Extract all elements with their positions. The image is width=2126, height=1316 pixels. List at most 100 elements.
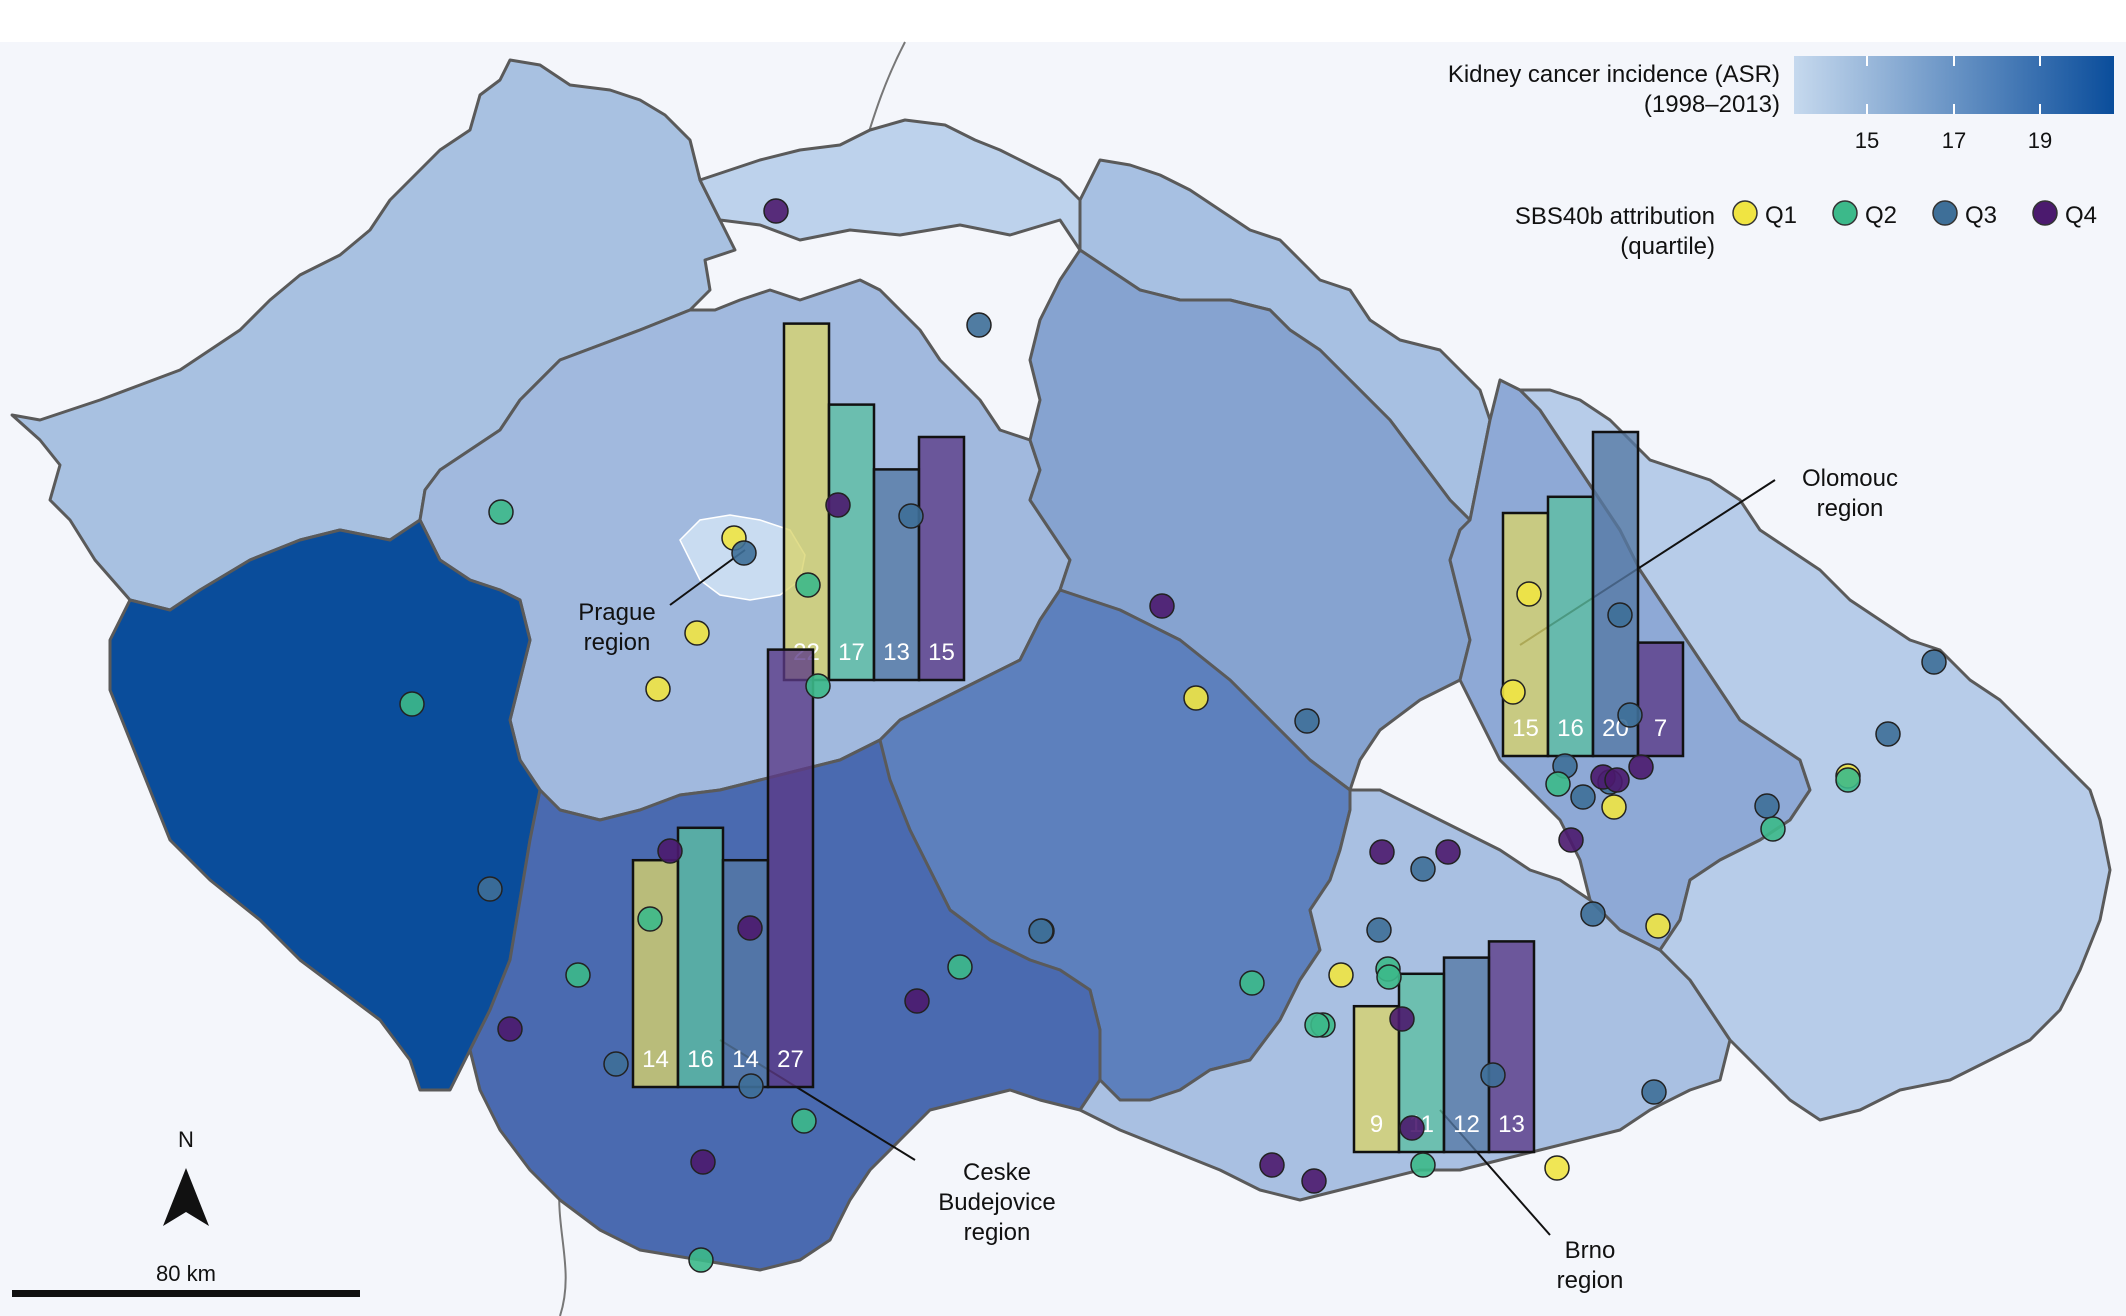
sample-dot-q3 [898, 503, 924, 529]
ceske-bar-value-q3: 14 [732, 1046, 759, 1073]
sample-dot-q4 [825, 492, 851, 518]
sample-dot-q4 [904, 988, 930, 1014]
incidence-legend-title-line2: (1998–2013) [1644, 91, 1780, 118]
sample-dot-q4 [1389, 1006, 1415, 1032]
brno-bar-q3 [1442, 956, 1491, 1154]
ceske-bar-q2 [676, 826, 725, 1089]
olomouc-bar-value-q4: 7 [1654, 715, 1667, 742]
sample-dot-q4 [1369, 839, 1395, 865]
bar-groups-layer: 221713151516207141614279111213 [631, 322, 1685, 1154]
sample-dot-q2 [1376, 964, 1402, 990]
legend-q4-swatch [2032, 200, 2058, 226]
olomouc-bar-q3 [1591, 430, 1640, 758]
legend-q2: Q2 [1832, 200, 1897, 229]
sample-dot-q1 [1516, 581, 1542, 607]
colorbar-tick-label: 19 [2028, 128, 2052, 153]
sample-dot-q3 [1366, 917, 1392, 943]
legend-q1-swatch [1732, 200, 1758, 226]
colorbar-tick-label: 15 [1855, 128, 1879, 153]
sample-dot-q2 [947, 954, 973, 980]
ceske-bar-value-q2: 16 [687, 1046, 714, 1073]
sample-dot-q3 [1570, 784, 1596, 810]
sample-dot-q3 [1607, 602, 1633, 628]
ceske-region-label-line2: Budejovice [938, 1189, 1055, 1216]
legend-q3: Q3 [1932, 200, 1997, 229]
sample-dot-q3 [1480, 1062, 1506, 1088]
sample-dot-q3 [1028, 918, 1054, 944]
sample-dot-q4 [763, 198, 789, 224]
sample-dot-q2 [637, 906, 663, 932]
sample-dot-q3 [1921, 649, 1947, 675]
sample-dot-q4 [657, 838, 683, 864]
sample-dot-q4 [1604, 767, 1630, 793]
brno-region-label-line2: region [1557, 1267, 1624, 1294]
prague-bar-value-q3: 13 [883, 639, 910, 666]
sample-dot-q1 [684, 620, 710, 646]
sample-dot-q2 [1545, 771, 1571, 797]
olomouc-bar-q4 [1636, 641, 1685, 758]
brno-bar-value-q1: 9 [1370, 1111, 1383, 1138]
ceske-region-label-line1: Ceske [963, 1159, 1031, 1186]
prague-leader-line [669, 549, 746, 606]
sample-dot-q4 [1628, 754, 1654, 780]
sample-dot-q4 [1558, 827, 1584, 853]
scale-bar-label: 80 km [156, 1261, 216, 1286]
attribution-legend-title-line2: (quartile) [1620, 233, 1715, 260]
sample-dot-q4 [1259, 1152, 1285, 1178]
sample-dot-q3 [1410, 856, 1436, 882]
sample-dot-q2 [805, 673, 831, 699]
brno-bar-value-q3: 12 [1453, 1111, 1480, 1138]
sample-dot-q2 [1835, 767, 1861, 793]
sample-dot-q4 [1301, 1168, 1327, 1194]
sample-dot-q2 [1760, 816, 1786, 842]
ceske-bar-value-q1: 14 [642, 1046, 669, 1073]
legend-q3-label: Q3 [1965, 202, 1997, 229]
sample-dot-q1 [1645, 913, 1671, 939]
olomouc-bar-value-q1: 15 [1512, 715, 1539, 742]
brno-bar-q1 [1352, 1004, 1401, 1154]
ceske-bar-value-q4: 27 [777, 1046, 804, 1073]
sample-dot-q2 [1239, 970, 1265, 996]
legend-q3-swatch [1932, 200, 1958, 226]
sample-dot-q2 [791, 1108, 817, 1134]
sample-dot-q3 [966, 312, 992, 338]
sample-dot-q3 [1641, 1079, 1667, 1105]
legend-q1-label: Q1 [1765, 202, 1797, 229]
sample-dot-q3 [1617, 702, 1643, 728]
sample-dot-q1 [1544, 1155, 1570, 1181]
colorbar-tick-label: 17 [1942, 128, 1966, 153]
sample-dot-q4 [1399, 1115, 1425, 1141]
sample-dot-q2 [1304, 1012, 1330, 1038]
prague-bar-value-q4: 15 [928, 639, 955, 666]
sample-dot-q3 [731, 540, 757, 566]
sample-dot-q1 [1601, 794, 1627, 820]
sample-dot-q4 [690, 1149, 716, 1175]
brno-bar-value-q4: 13 [1498, 1111, 1525, 1138]
legend-q2-label: Q2 [1865, 202, 1897, 229]
sample-dots-layer [399, 198, 1947, 1273]
sample-dot-q3 [477, 876, 503, 902]
sample-dot-q3 [1294, 708, 1320, 734]
sample-dot-q4 [1435, 839, 1461, 865]
sample-dot-q2 [688, 1247, 714, 1273]
brno-bar-q4 [1487, 940, 1536, 1154]
region-moravia-silesia [1518, 388, 2112, 1122]
brno-region-label-line1: Brno [1565, 1237, 1616, 1264]
legend-q4-label: Q4 [2065, 202, 2097, 229]
olomouc-region-label-line2: region [1817, 495, 1884, 522]
sample-dot-q2 [795, 572, 821, 598]
sample-dot-q4 [497, 1016, 523, 1042]
ceske-bar-q4 [766, 648, 815, 1089]
olomouc-bar-q2 [1546, 495, 1595, 758]
sample-dot-q2 [399, 691, 425, 717]
prague-bar-q2 [827, 403, 876, 682]
legend-q1: Q1 [1732, 200, 1797, 229]
sample-dot-q1 [645, 676, 671, 702]
sample-dot-q1 [1328, 962, 1354, 988]
sample-dot-q2 [1410, 1152, 1436, 1178]
legend-q4: Q4 [2032, 200, 2097, 229]
north-arrow-icon [163, 1168, 209, 1226]
attribution-legend-title-line1: SBS40b attribution [1515, 203, 1715, 230]
prague-region-label-line2: region [584, 629, 651, 656]
